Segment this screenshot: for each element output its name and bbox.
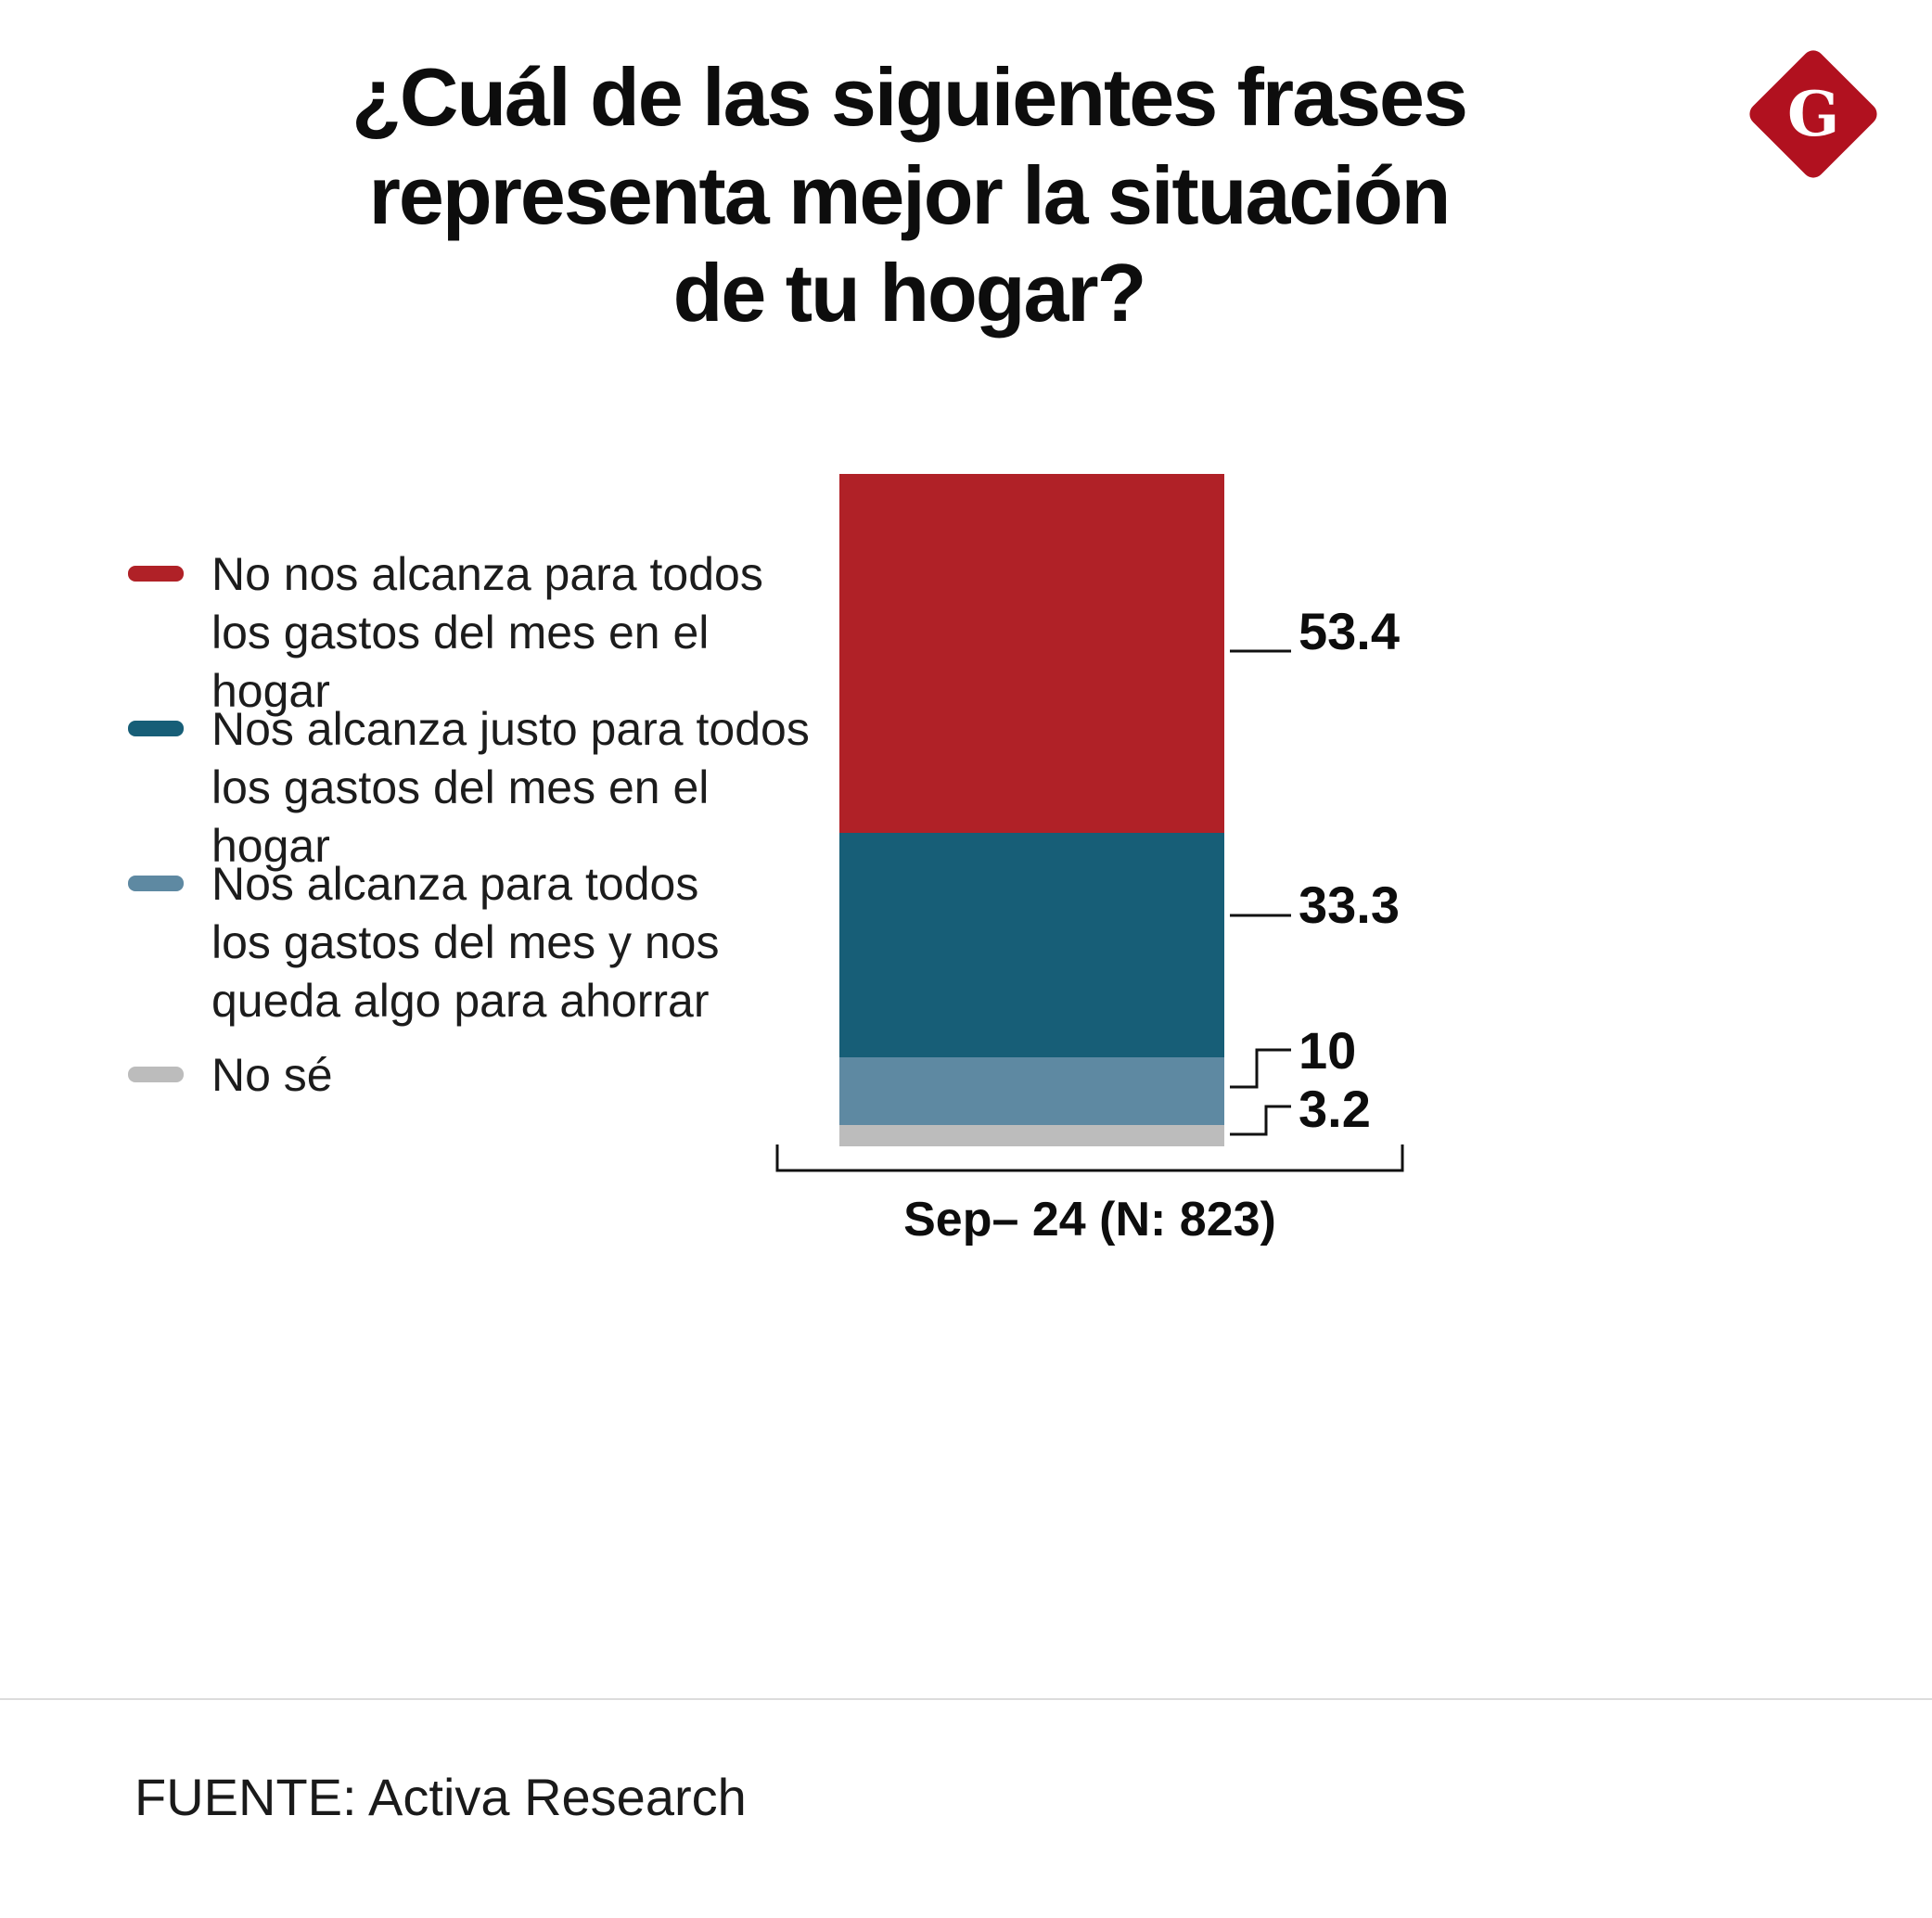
legend-swatch-light-blue xyxy=(128,876,184,891)
source-credit: FUENTE: Activa Research xyxy=(134,1768,747,1826)
legend-label: Nos alcanza para todos los gastos del me… xyxy=(211,858,720,1027)
legend-swatch-dark-blue xyxy=(128,721,184,736)
bar-segment-3 xyxy=(839,1124,1224,1146)
legend-label: Nos alcanza justo para todos los gastos … xyxy=(211,703,810,872)
value-label-gray: 3.2 xyxy=(1299,1080,1371,1138)
stacked-bar xyxy=(839,473,1224,1146)
value-label-light-blue: 10 xyxy=(1299,1021,1357,1080)
bar-segment-1 xyxy=(839,833,1224,1058)
logo-letter: G xyxy=(1786,78,1840,150)
page-title: ¿Cuál de las siguientes frases represent… xyxy=(352,51,1468,339)
footer-divider xyxy=(0,1698,1932,1700)
x-axis-category-label: Sep– 24 (N: 823) xyxy=(903,1193,1276,1247)
legend-label: No nos alcanza para todos los gastos del… xyxy=(211,548,763,717)
bar-segment-2 xyxy=(839,1057,1224,1125)
logo-diamond-icon: G xyxy=(1745,45,1882,183)
connector-3-2 xyxy=(1230,1105,1291,1136)
legend-item-no-alcanza: No nos alcanza para todos los gastos del… xyxy=(128,545,814,721)
legend-swatch-red xyxy=(128,566,184,582)
legend-swatch-gray xyxy=(128,1067,184,1082)
connector-10 xyxy=(1230,1048,1291,1089)
x-axis-bracket xyxy=(775,1144,1404,1172)
legend-item-no-se: No sé xyxy=(128,1046,814,1105)
legend-item-alcanza-ahorra: Nos alcanza para todos los gastos del me… xyxy=(128,855,814,1030)
value-label-dark-blue: 33.3 xyxy=(1299,876,1400,934)
legend-label: No sé xyxy=(211,1049,333,1101)
legend-item-alcanza-justo: Nos alcanza justo para todos los gastos … xyxy=(128,700,814,876)
bar-segment-0 xyxy=(839,473,1224,834)
brand-logo: G xyxy=(1744,45,1883,184)
value-label-red: 53.4 xyxy=(1299,602,1400,660)
